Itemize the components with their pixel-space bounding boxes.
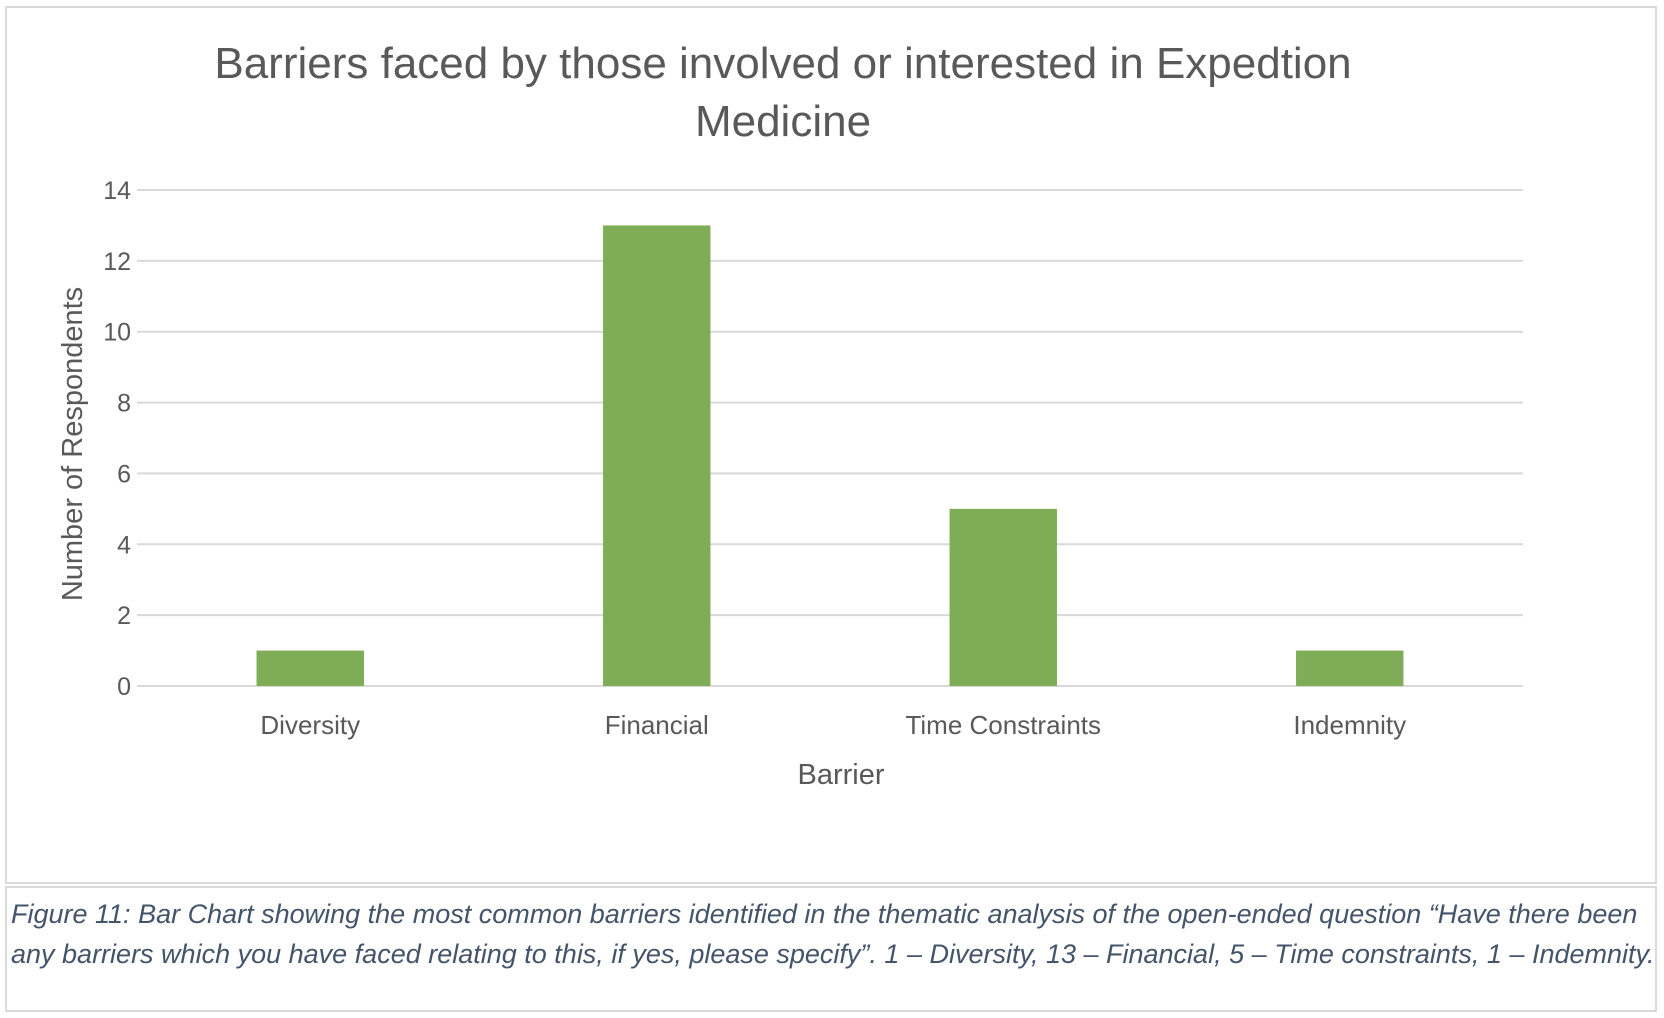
x-tick-label: Time Constraints: [905, 710, 1101, 740]
bar-time-constraints: [949, 508, 1057, 686]
x-tick-label: Indemnity: [1293, 710, 1406, 740]
chart-title-line-1: Barriers faced by those involved or inte…: [214, 39, 1351, 88]
y-tick-label: 6: [117, 460, 131, 488]
x-axis-label: Barrier: [797, 759, 884, 791]
x-tick-label: Diversity: [260, 710, 360, 740]
figure-caption: Figure 11: Bar Chart showing the most co…: [5, 886, 1657, 1012]
x-tick-labels: Diversity Financial Time Constraints Indemn…: [260, 710, 1406, 740]
y-tick-labels: 0 2 4 6 8 10 12 14: [103, 177, 131, 701]
bar-indemnity: [1296, 650, 1404, 686]
chart-title-line-2: Medicine: [695, 97, 871, 146]
y-tick-label: 8: [117, 390, 131, 418]
chart-frame: Barriers faced by those involved or inte…: [5, 6, 1657, 884]
bar-diversity: [256, 650, 364, 686]
y-tick-label: 2: [117, 602, 131, 630]
x-tick-label: Financial: [605, 710, 709, 740]
bar-chart: Barriers faced by those involved or inte…: [57, 39, 1523, 791]
y-axis-label: Number of Respondents: [57, 287, 89, 601]
y-tick-label: 0: [117, 673, 131, 701]
y-tick-label: 12: [103, 248, 131, 276]
bars: [256, 225, 1404, 686]
y-tick-label: 4: [117, 531, 131, 559]
y-tick-label: 10: [103, 319, 131, 347]
bar-financial: [603, 225, 711, 686]
gridlines: [137, 189, 1523, 687]
y-tick-label: 14: [103, 177, 131, 205]
caption-text: Figure 11: Bar Chart showing the most co…: [11, 899, 1655, 969]
